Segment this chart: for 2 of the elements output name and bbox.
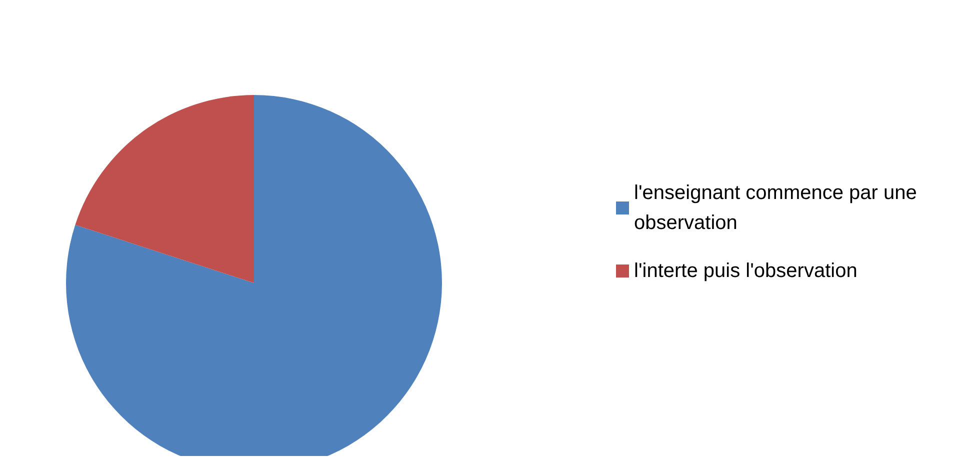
legend-label: l'enseignant commence par une observation	[634, 182, 922, 234]
legend-label: l'interte puis l'observation	[634, 260, 858, 282]
